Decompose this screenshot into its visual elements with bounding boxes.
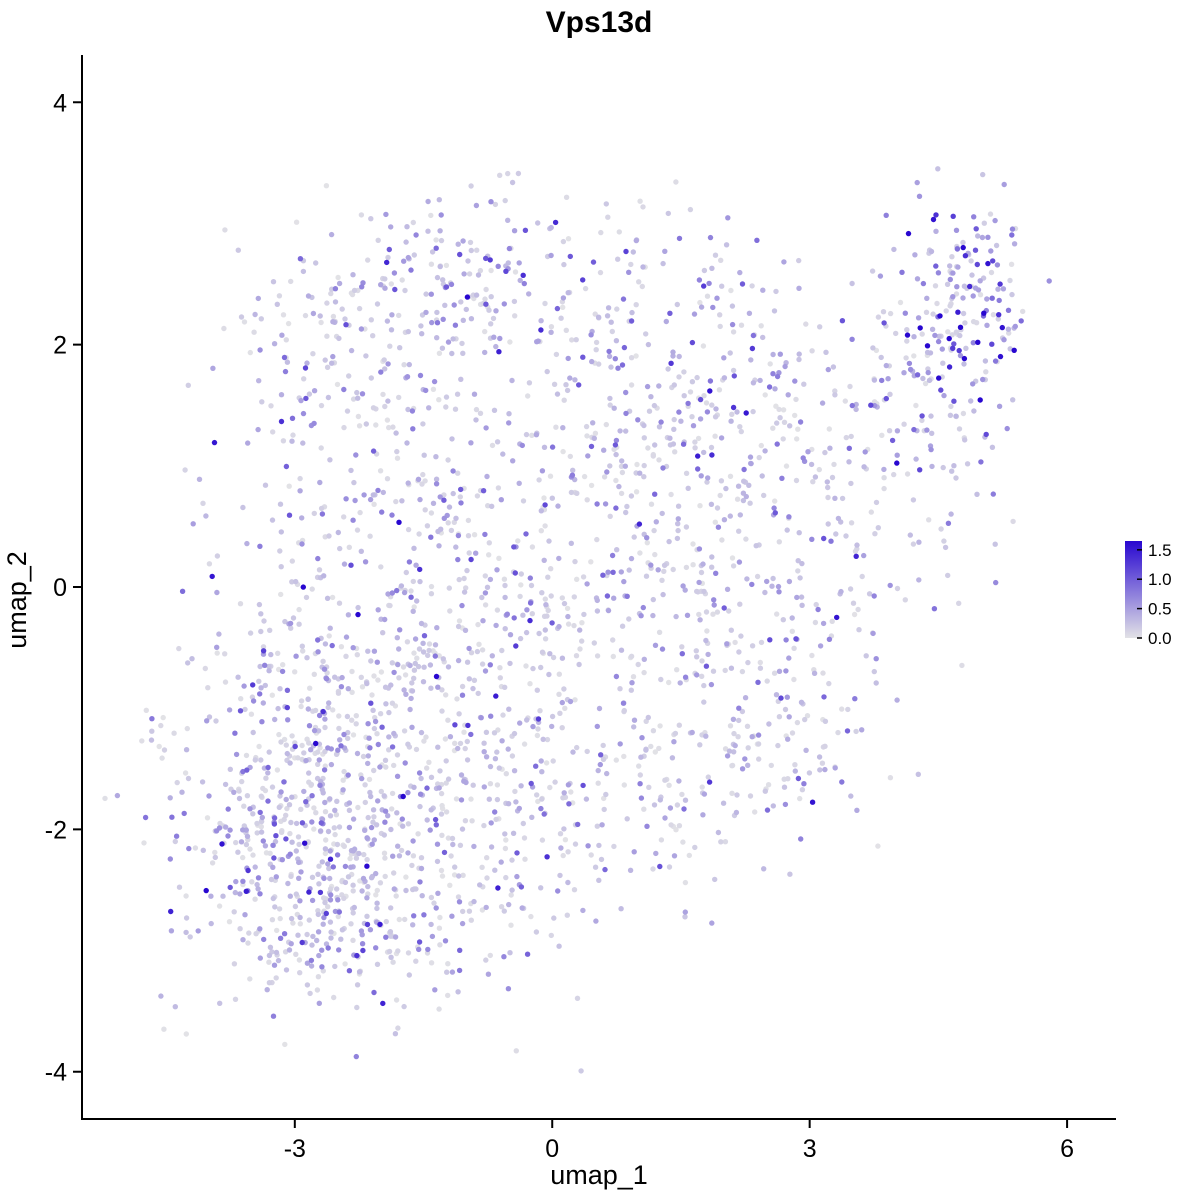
legend-tick-label: 0.5: [1148, 600, 1172, 619]
legend-tick-label: 0.0: [1148, 629, 1172, 648]
x-tick-label: 6: [1060, 1135, 1074, 1163]
plot-title: Vps13d: [546, 6, 653, 39]
y-tick-label: 2: [53, 332, 67, 360]
color-legend: 1.5 1.0 0.5 0.0: [1125, 541, 1172, 648]
legend-tick-label: 1.5: [1148, 541, 1172, 560]
y-tick-label: 0: [53, 574, 67, 602]
x-tick-label: -3: [284, 1135, 306, 1163]
y-tick-label: -2: [45, 816, 67, 844]
y-tick-label: 4: [53, 89, 67, 117]
scatter-points: [102, 166, 1052, 1074]
y-tick-label: -4: [45, 1059, 67, 1087]
y-axis-label: umap_2: [2, 551, 32, 649]
legend-tick-label: 1.0: [1148, 570, 1172, 589]
axes: -3 0 3 6 -4 -2 0 2 4: [45, 55, 1116, 1163]
x-axis-label: umap_1: [550, 1160, 648, 1190]
x-tick-label: 0: [545, 1135, 559, 1163]
x-tick-label: 3: [803, 1135, 817, 1163]
legend-gradient-bar: [1125, 541, 1142, 638]
